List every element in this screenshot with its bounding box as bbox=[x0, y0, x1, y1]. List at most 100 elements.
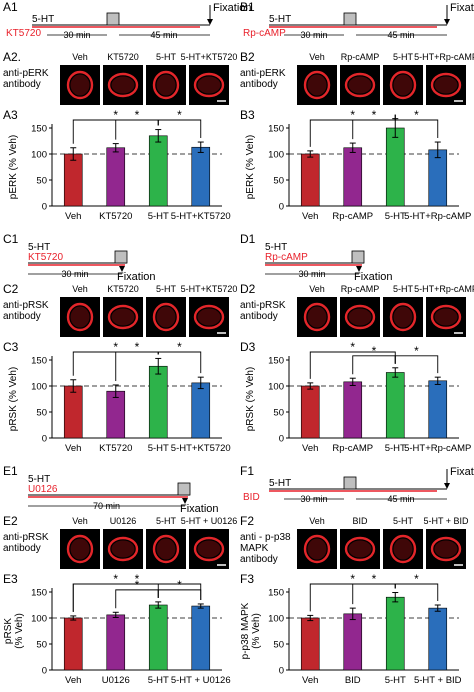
interval2-label: 45 min bbox=[150, 30, 177, 40]
significance-star: * bbox=[350, 572, 355, 586]
bar bbox=[63, 385, 83, 439]
cell-ring bbox=[389, 302, 417, 332]
x-tick-label: KT5720 bbox=[99, 211, 132, 222]
cell-ring bbox=[389, 70, 417, 100]
cell-body bbox=[348, 308, 372, 326]
antibody-line2: MAPK bbox=[240, 543, 269, 554]
protocol-bottom-drug: Rp-cAMP bbox=[243, 28, 286, 39]
antibody-line1: anti-pRSK bbox=[240, 300, 286, 311]
condition-label: 5-HT + U0126 bbox=[181, 516, 238, 526]
protocol-bottom-drug: U0126 bbox=[28, 484, 58, 495]
bar bbox=[106, 614, 126, 671]
cell-ring bbox=[344, 304, 376, 330]
y-tick-label: 0 bbox=[279, 666, 284, 677]
cell-body bbox=[197, 76, 221, 94]
significance-star: * bbox=[113, 340, 118, 354]
cell-ring bbox=[303, 302, 331, 332]
x-tick-label: 5-HT+Rp-cAMP bbox=[404, 443, 471, 454]
chart-label: D3 bbox=[240, 340, 256, 354]
y-axis-label: p-p38 MAPK bbox=[240, 602, 251, 659]
y-axis-label: (% Veh) bbox=[14, 613, 25, 649]
significance-star: * bbox=[177, 578, 182, 592]
interval1-label: 70 min bbox=[93, 501, 120, 511]
x-tick-label: 5-HT + U0126 bbox=[171, 675, 231, 686]
cell-body bbox=[307, 306, 327, 328]
condition-label: Rp-cAMP bbox=[341, 284, 380, 294]
bar bbox=[385, 127, 405, 207]
cell-body bbox=[111, 540, 135, 558]
interval1-label: 30 min bbox=[63, 30, 90, 40]
cell-ring bbox=[303, 534, 331, 564]
y-axis-label: (% Veh) bbox=[251, 613, 262, 649]
significance-star: * bbox=[113, 572, 118, 586]
y-tick-label: 0 bbox=[42, 434, 47, 445]
antibody-line1: anti-pRSK bbox=[3, 300, 49, 311]
y-tick-label: 0 bbox=[42, 666, 47, 677]
bar bbox=[191, 382, 211, 439]
stimulus-box bbox=[343, 476, 357, 490]
bar bbox=[428, 380, 448, 439]
cell-ring bbox=[152, 302, 180, 332]
antibody-line2: antibody bbox=[3, 311, 41, 322]
protocol-label: D1 bbox=[240, 232, 256, 246]
significance-bracket bbox=[157, 351, 202, 374]
y-tick-label: 100 bbox=[268, 150, 284, 161]
stimulus-box bbox=[351, 250, 365, 264]
significance-star: * bbox=[135, 572, 140, 586]
y-tick-label: 100 bbox=[268, 382, 284, 393]
cell-ring bbox=[193, 72, 225, 98]
cell-body bbox=[307, 538, 327, 560]
interval1-label: 30 min bbox=[300, 494, 327, 504]
bar bbox=[106, 390, 126, 439]
significance-star: * bbox=[372, 108, 377, 122]
y-axis-label: pERK (% Veh) bbox=[245, 135, 256, 199]
fixation-label: Fixation bbox=[450, 466, 474, 478]
cell-body bbox=[70, 538, 90, 560]
significance-star: * bbox=[177, 108, 182, 122]
significance-star: * bbox=[350, 108, 355, 122]
cell-ring bbox=[193, 304, 225, 330]
protocol-bottom-drug: KT5720 bbox=[28, 252, 63, 263]
arrow-head bbox=[182, 498, 188, 504]
bar bbox=[148, 365, 168, 439]
protocol-label: A1 bbox=[3, 0, 18, 14]
chart-label: E3 bbox=[3, 572, 18, 586]
protocol-bottom-drug: Rp-cAMP bbox=[265, 252, 308, 263]
bar bbox=[106, 147, 126, 207]
protocol-top-drug: 5-HT bbox=[265, 242, 287, 253]
chart-label: F3 bbox=[240, 572, 254, 586]
antibody-line2: antibody bbox=[240, 79, 278, 90]
protocol-top-drug: 5-HT bbox=[269, 478, 291, 489]
x-tick-label: 5-HT bbox=[385, 443, 406, 454]
stimulus-box bbox=[106, 12, 120, 26]
stimulus-box bbox=[177, 482, 191, 496]
cell-body bbox=[434, 308, 458, 326]
bar bbox=[148, 604, 168, 671]
arrow-head bbox=[444, 19, 450, 25]
fixation-label: Fixation bbox=[354, 271, 393, 283]
interval2-label: 45 min bbox=[387, 494, 414, 504]
x-tick-label: 5-HT + BID bbox=[414, 675, 462, 686]
protocol-top-drug: 5-HT bbox=[28, 242, 50, 253]
cell-ring bbox=[193, 536, 225, 562]
condition-label: 5-HT bbox=[156, 516, 177, 526]
x-tick-label: 5-HT bbox=[385, 675, 406, 686]
condition-label: 5-HT bbox=[156, 284, 177, 294]
condition-label: Veh bbox=[309, 284, 325, 294]
bar bbox=[428, 149, 448, 207]
cell-body bbox=[393, 306, 413, 328]
significance-bracket bbox=[352, 355, 396, 375]
cell-body bbox=[70, 74, 90, 96]
y-tick-label: 150 bbox=[268, 356, 284, 367]
cell-body bbox=[70, 306, 90, 328]
significance-bracket bbox=[394, 355, 439, 374]
x-tick-label: U0126 bbox=[102, 675, 130, 686]
y-tick-label: 150 bbox=[268, 124, 284, 135]
cell-body bbox=[197, 540, 221, 558]
y-tick-label: 0 bbox=[42, 202, 47, 213]
protocol-top-drug: 5-HT bbox=[269, 14, 291, 25]
cell-ring bbox=[344, 536, 376, 562]
cell-body bbox=[434, 540, 458, 558]
condition-label: 5-HT bbox=[393, 52, 414, 62]
